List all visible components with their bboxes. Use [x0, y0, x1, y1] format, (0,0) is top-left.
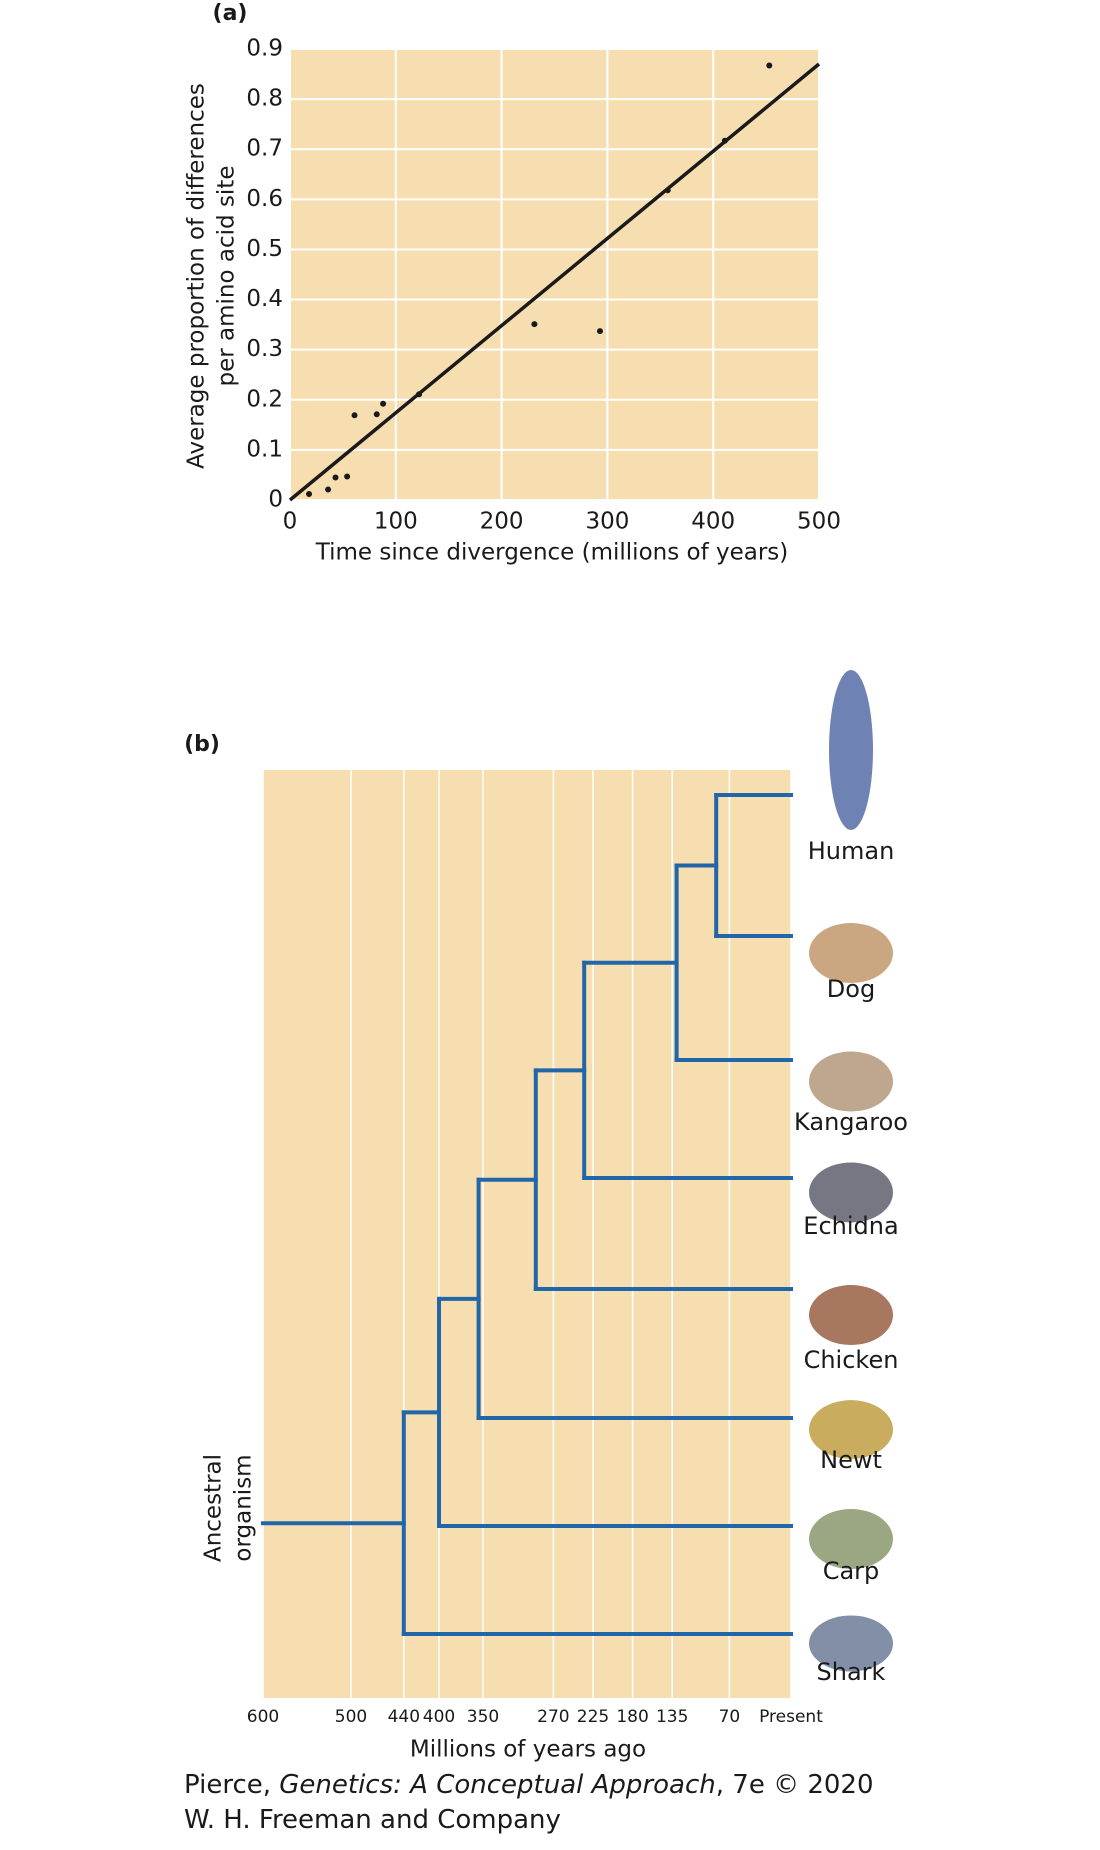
data-point	[325, 486, 332, 493]
credit-line: W. H. Freeman and Company	[184, 1805, 561, 1835]
leaf-label: Chicken	[804, 1346, 899, 1374]
x-tick-label: 350	[467, 1707, 499, 1727]
animal-icon	[809, 1400, 893, 1459]
root-label: organism	[231, 1454, 257, 1561]
data-point	[306, 490, 313, 497]
animal-icon	[809, 1285, 893, 1345]
data-point	[344, 473, 351, 480]
y-tick-label: 0.8	[246, 86, 283, 112]
y-tick-label: 0.2	[246, 386, 283, 412]
data-point	[766, 62, 773, 69]
x-tick-label: 400	[691, 509, 735, 535]
x-tick-label: Present	[759, 1707, 823, 1727]
x-tick-label: 100	[374, 509, 418, 535]
x-tick-label: 600	[247, 1707, 279, 1727]
credit-text: Pierce,	[184, 1770, 280, 1800]
plot-background	[263, 770, 791, 1698]
plot-background	[290, 49, 819, 500]
chart: (a) 0 100 200 300 400 500 0 0.1 0.2 0.3 0.4 0.5 0.6 0.…	[184, 1, 908, 1763]
leaf-label: Kangaroo	[794, 1108, 908, 1136]
x-tick-label: 500	[335, 1707, 367, 1727]
x-tick-label: 270	[537, 1707, 569, 1727]
y-axis-label: Average proportion of differences	[184, 83, 210, 469]
data-point	[373, 411, 380, 418]
data-point	[416, 391, 423, 398]
x-axis-label: Time since divergence (millions of years…	[315, 540, 789, 566]
animal-icon	[809, 1615, 893, 1672]
y-axis-label: per amino acid site	[214, 166, 240, 387]
animal-icon	[809, 1509, 893, 1569]
animal-icon	[809, 923, 893, 983]
leaf-label: Human	[808, 837, 895, 865]
y-tick-label: 0.6	[246, 186, 283, 212]
y-tick-label: 0.7	[246, 136, 283, 162]
leaf-label: Echidna	[803, 1212, 898, 1240]
x-axis-label: Millions of years ago	[410, 1737, 646, 1763]
x-tick-label: 200	[480, 509, 524, 535]
leaf-label: Carp	[823, 1557, 880, 1585]
leaf-label: Newt	[820, 1446, 882, 1474]
x-tick-label: 400	[423, 1707, 455, 1727]
x-tick-label: 0	[283, 509, 298, 535]
x-tick-label: 70	[719, 1707, 741, 1727]
x-tick-label: 135	[656, 1707, 688, 1727]
credit-book: Genetics: A Conceptual Approach	[279, 1770, 716, 1800]
leaf-label: Shark	[817, 1658, 886, 1686]
panel-label: (a)	[213, 1, 248, 26]
y-tick-label: 0	[268, 487, 283, 513]
root-label: Ancestral	[201, 1454, 227, 1562]
data-point	[351, 412, 358, 419]
data-point	[664, 187, 671, 194]
credit-line: Pierce, Genetics: A Conceptual Approach,…	[184, 1770, 874, 1800]
fit-line	[288, 62, 821, 502]
data-point	[721, 137, 728, 144]
data-point	[596, 328, 603, 335]
animal-icon	[809, 1051, 893, 1112]
data-point	[531, 321, 538, 328]
y-tick-label: 0.4	[246, 286, 283, 312]
x-tick-label: 300	[585, 509, 629, 535]
data-point	[380, 400, 387, 407]
y-tick-label: 0.5	[246, 236, 283, 262]
x-tick-label: 500	[797, 509, 841, 535]
y-tick-label: 0.1	[246, 436, 283, 462]
credit-text: , 7e © 2020	[715, 1770, 874, 1800]
leaf-label: Dog	[827, 975, 875, 1003]
x-tick-label: 180	[616, 1707, 648, 1727]
animal-icon	[809, 1162, 893, 1223]
animal-icon	[829, 670, 873, 830]
y-tick-label: 0.9	[246, 36, 283, 62]
data-point	[332, 474, 339, 481]
panel-label: (b)	[184, 732, 220, 757]
x-tick-label: 440	[388, 1707, 420, 1727]
y-tick-label: 0.3	[246, 336, 283, 362]
x-tick-label: 225	[577, 1707, 609, 1727]
